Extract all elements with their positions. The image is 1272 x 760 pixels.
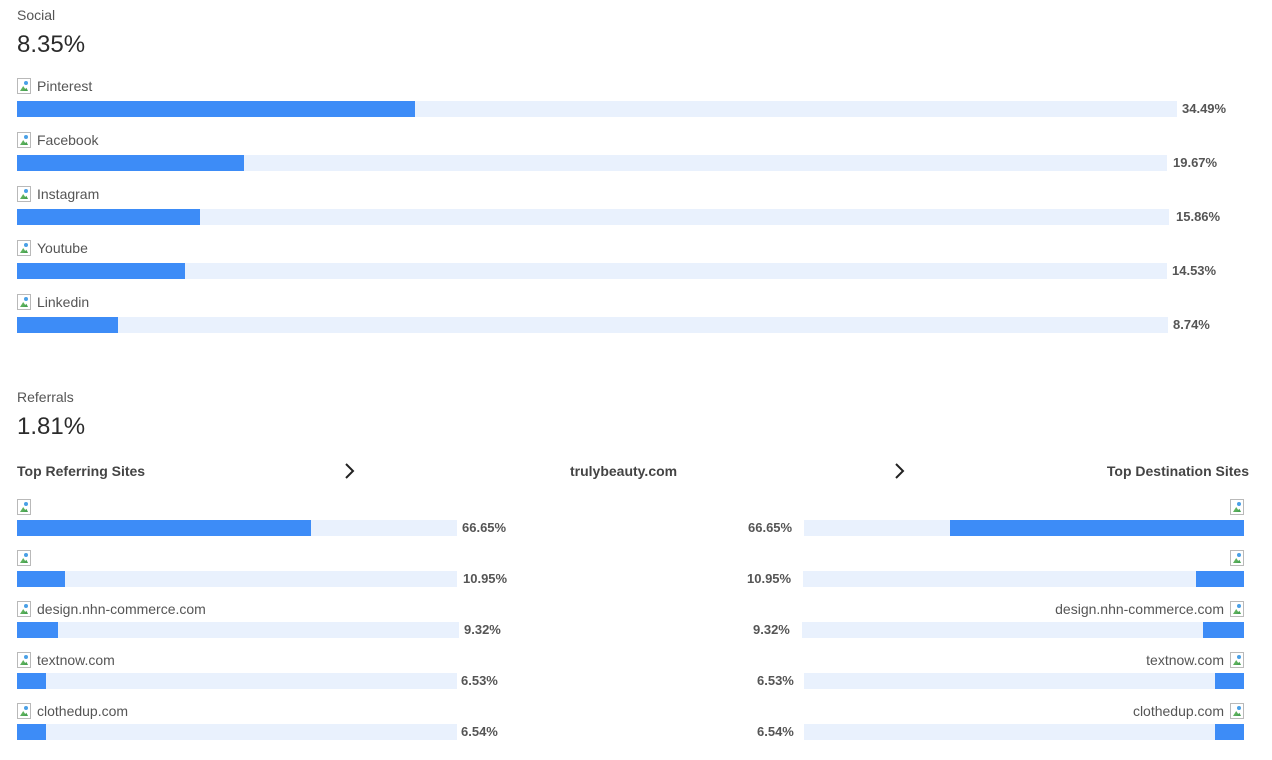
instagram-icon: [17, 186, 31, 202]
referring-item-percent: 6.54%: [461, 724, 498, 739]
referring-bar-track: [17, 571, 457, 587]
destination-bar-track: [803, 571, 1244, 587]
favicon-icon: [17, 703, 31, 719]
social-value: 8.35%: [17, 31, 86, 58]
social-item-label: Youtube: [37, 240, 88, 256]
social-bar-fill: [17, 101, 415, 117]
list-item-destination-1[interactable]: [1224, 549, 1244, 567]
favicon-icon: [17, 601, 31, 617]
top-destination-sites-header: Top Destination Sites: [1106, 463, 1249, 479]
social-item-label: Pinterest: [37, 78, 93, 94]
social-item-percent: 14.53%: [1172, 263, 1217, 278]
destination-item-percent: 66.65%: [748, 520, 793, 535]
favicon-icon: [17, 499, 31, 515]
favicon-icon: [1230, 601, 1244, 617]
favicon-icon: [17, 550, 31, 566]
list-item-referring-0[interactable]: [17, 498, 37, 516]
social-item-label: Instagram: [37, 186, 100, 202]
social-bar-track: [17, 155, 1167, 171]
social-item-percent: 19.67%: [1173, 155, 1218, 170]
referring-bar-fill: [17, 622, 58, 638]
destination-item-label: design.nhn-commerce.com: [1055, 601, 1224, 617]
destination-bar-fill: [1215, 724, 1244, 740]
destination-bar-track: [804, 673, 1244, 689]
social-bar-fill: [17, 155, 244, 171]
social-bar-track: [17, 317, 1168, 333]
social-bar-fill: [17, 209, 200, 225]
referring-item-percent: 9.32%: [464, 622, 501, 637]
destination-item-percent: 6.53%: [757, 673, 794, 688]
social-bar-fill: [17, 263, 185, 279]
pinterest-icon: [17, 78, 31, 94]
destination-item-percent: 9.32%: [753, 622, 790, 637]
list-item-referring-4[interactable]: clothedup.com: [17, 702, 128, 720]
destination-bar-track: [804, 724, 1244, 740]
destination-bar-fill: [1215, 673, 1244, 689]
current-site-label: trulybeauty.com: [570, 463, 678, 479]
destination-item-percent: 10.95%: [747, 571, 792, 586]
referring-item-percent: 10.95%: [463, 571, 508, 586]
referring-item-label: textnow.com: [37, 652, 115, 668]
facebook-icon: [17, 132, 31, 148]
referring-bar-fill: [17, 724, 46, 740]
list-item-social-0[interactable]: Pinterest: [17, 77, 92, 95]
list-item-referring-2[interactable]: design.nhn-commerce.com: [17, 600, 206, 618]
list-item-destination-2[interactable]: design.nhn-commerce.com: [1055, 600, 1244, 618]
referring-bar-track: [17, 520, 457, 536]
list-item-social-2[interactable]: Instagram: [17, 185, 99, 203]
list-item-referring-3[interactable]: textnow.com: [17, 651, 115, 669]
destination-item-label: clothedup.com: [1132, 703, 1224, 719]
referring-bar-fill: [17, 673, 46, 689]
list-item-social-3[interactable]: Youtube: [17, 239, 88, 257]
list-item-destination-4[interactable]: clothedup.com: [1133, 702, 1244, 720]
social-bar-track: [17, 263, 1167, 279]
list-item-destination-3[interactable]: textnow.com: [1146, 651, 1244, 669]
favicon-icon: [1230, 703, 1244, 719]
chevron-right-icon: [895, 463, 905, 479]
favicon-icon: [1230, 652, 1244, 668]
chevron-right-icon: [345, 463, 355, 479]
social-bar-track: [17, 209, 1169, 225]
destination-bar-fill: [1203, 622, 1244, 638]
list-item-destination-0[interactable]: [1224, 498, 1244, 516]
destination-bar-fill: [1196, 571, 1244, 587]
destination-bar-track: [804, 520, 1244, 536]
favicon-icon: [1230, 550, 1244, 566]
favicon-icon: [1230, 499, 1244, 515]
referring-item-label: clothedup.com: [37, 703, 129, 719]
social-title: Social: [17, 7, 56, 23]
list-item-social-4[interactable]: Linkedin: [17, 293, 89, 311]
list-item-referring-1[interactable]: [17, 549, 37, 567]
referring-bar-fill: [17, 571, 65, 587]
top-referring-sites-header: Top Referring Sites: [17, 463, 146, 479]
list-item-social-1[interactable]: Facebook: [17, 131, 98, 149]
referring-bar-track: [17, 724, 457, 740]
destination-item-label: textnow.com: [1146, 652, 1224, 668]
social-item-percent: 15.86%: [1176, 209, 1221, 224]
referrals-title: Referrals: [17, 389, 74, 405]
referring-bar-track: [17, 622, 459, 638]
social-item-label: Linkedin: [37, 294, 90, 310]
destination-bar-track: [802, 622, 1244, 638]
social-item-label: Facebook: [37, 132, 99, 148]
referring-bar-fill: [17, 520, 311, 536]
youtube-icon: [17, 240, 31, 256]
social-bar-fill: [17, 317, 118, 333]
linkedin-icon: [17, 294, 31, 310]
favicon-icon: [17, 652, 31, 668]
social-item-percent: 8.74%: [1173, 317, 1210, 332]
referring-bar-track: [17, 673, 457, 689]
social-item-percent: 34.49%: [1182, 101, 1227, 116]
referrals-value: 1.81%: [17, 413, 86, 440]
referring-item-label: design.nhn-commerce.com: [37, 601, 206, 617]
destination-item-percent: 6.54%: [757, 724, 794, 739]
destination-bar-fill: [950, 520, 1244, 536]
referring-item-percent: 66.65%: [462, 520, 507, 535]
referring-item-percent: 6.53%: [461, 673, 498, 688]
social-bar-track: [17, 101, 1177, 117]
